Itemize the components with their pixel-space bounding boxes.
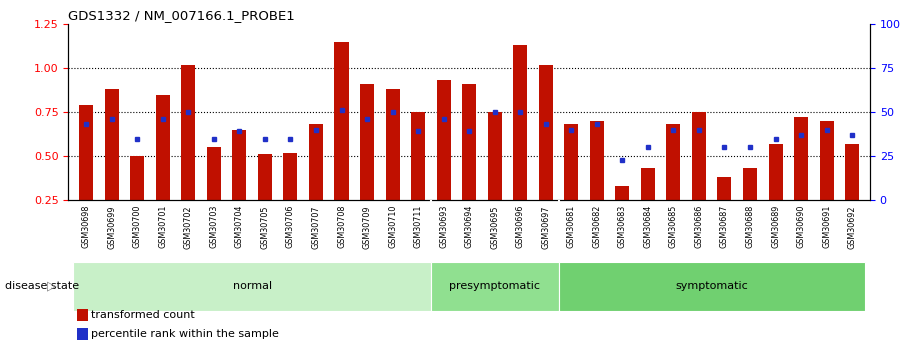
Text: symptomatic: symptomatic — [675, 282, 748, 291]
Bar — [615, 186, 630, 244]
Text: GSM30685: GSM30685 — [669, 205, 678, 248]
Bar — [718, 177, 732, 244]
Bar — [385, 89, 400, 244]
Text: GSM30707: GSM30707 — [312, 205, 321, 248]
Bar — [487, 112, 502, 244]
Text: GSM30701: GSM30701 — [159, 205, 168, 248]
Text: GSM30706: GSM30706 — [286, 205, 295, 248]
Bar — [462, 84, 476, 244]
Bar — [589, 121, 604, 244]
Text: GSM30708: GSM30708 — [337, 205, 346, 248]
Bar — [845, 144, 859, 244]
Bar — [513, 45, 527, 244]
Text: GSM30710: GSM30710 — [388, 205, 397, 248]
Bar — [181, 65, 195, 244]
Text: GSM30686: GSM30686 — [694, 205, 703, 248]
Text: GSM30700: GSM30700 — [133, 205, 142, 248]
Text: GSM30689: GSM30689 — [771, 205, 780, 248]
Text: GSM30687: GSM30687 — [720, 205, 729, 248]
Bar — [105, 89, 118, 244]
Text: GSM30698: GSM30698 — [82, 205, 91, 248]
Text: GSM30690: GSM30690 — [796, 205, 805, 248]
Bar — [334, 42, 349, 244]
Bar — [156, 95, 169, 244]
Text: GSM30702: GSM30702 — [184, 205, 193, 248]
Bar — [769, 144, 783, 244]
Text: GSM30709: GSM30709 — [363, 205, 372, 248]
Text: GSM30711: GSM30711 — [414, 205, 423, 248]
Bar — [232, 130, 246, 244]
Text: GSM30699: GSM30699 — [107, 205, 117, 248]
Bar — [283, 152, 298, 244]
Text: transformed count: transformed count — [91, 310, 195, 320]
Bar — [564, 125, 578, 244]
Bar — [820, 121, 834, 244]
Bar — [743, 168, 757, 244]
Bar — [79, 105, 93, 244]
Bar — [538, 65, 553, 244]
Bar — [436, 80, 451, 244]
Text: GDS1332 / NM_007166.1_PROBE1: GDS1332 / NM_007166.1_PROBE1 — [68, 9, 295, 22]
Text: GSM30693: GSM30693 — [439, 205, 448, 248]
Bar — [431, 262, 558, 310]
Text: GSM30688: GSM30688 — [745, 205, 754, 248]
Text: GSM30692: GSM30692 — [847, 205, 856, 248]
Text: GSM30695: GSM30695 — [490, 205, 499, 248]
Bar — [258, 154, 272, 244]
Text: GSM30681: GSM30681 — [567, 205, 576, 248]
Bar — [360, 84, 374, 244]
Text: GSM30684: GSM30684 — [643, 205, 652, 248]
Text: percentile rank within the sample: percentile rank within the sample — [91, 329, 279, 339]
Text: GSM30683: GSM30683 — [618, 205, 627, 248]
Text: GSM30696: GSM30696 — [516, 205, 525, 248]
Text: GSM30697: GSM30697 — [541, 205, 550, 248]
Bar — [640, 168, 655, 244]
Bar — [692, 112, 706, 244]
Bar — [130, 156, 144, 244]
Bar — [666, 125, 681, 244]
Text: GSM30694: GSM30694 — [465, 205, 474, 248]
Text: normal: normal — [232, 282, 271, 291]
Text: GSM30705: GSM30705 — [261, 205, 270, 248]
Bar — [74, 262, 431, 310]
Bar — [309, 125, 323, 244]
Text: GSM30703: GSM30703 — [210, 205, 219, 248]
Text: disease state: disease state — [5, 282, 78, 291]
Bar — [411, 112, 425, 244]
Text: presymptomatic: presymptomatic — [449, 282, 540, 291]
Text: GSM30682: GSM30682 — [592, 205, 601, 248]
Text: ▷: ▷ — [46, 280, 56, 293]
Bar — [207, 147, 220, 244]
Text: GSM30691: GSM30691 — [822, 205, 831, 248]
Bar — [558, 262, 865, 310]
Text: GSM30704: GSM30704 — [235, 205, 244, 248]
Bar — [794, 117, 808, 244]
